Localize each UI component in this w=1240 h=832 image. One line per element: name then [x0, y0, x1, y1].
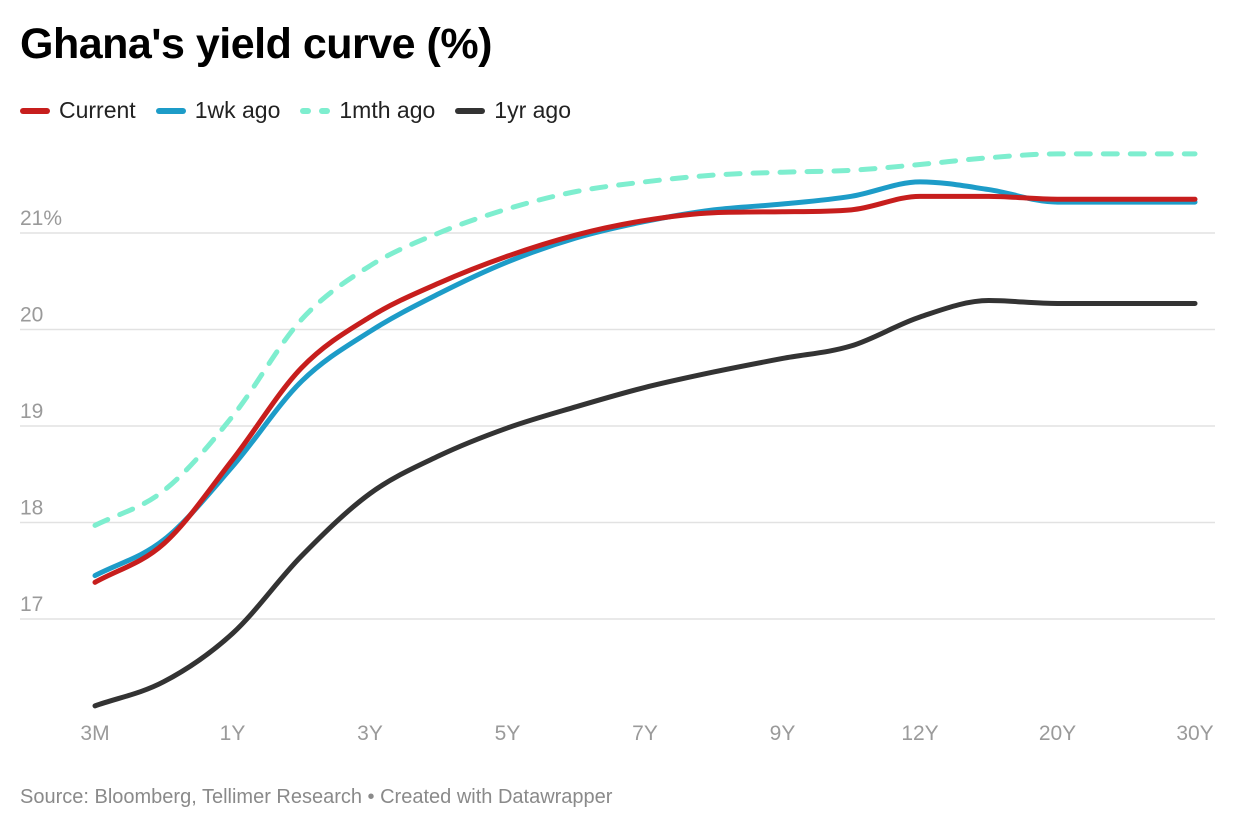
series-line-1yr-ago — [92, 298, 1198, 709]
x-tick-label: 30Y — [1176, 722, 1213, 745]
legend-item-1yr-ago: 1yr ago — [455, 97, 571, 124]
legend-swatch-1mth-ago — [300, 107, 331, 114]
y-tick-label: 18 — [20, 497, 43, 520]
x-tick-label: 1Y — [220, 722, 246, 745]
series-line-current — [92, 193, 1198, 585]
x-tick-label: 20Y — [1039, 722, 1076, 745]
y-tick-label: 19 — [20, 400, 43, 423]
chart-title: Ghana's yield curve (%) — [20, 20, 492, 68]
legend-item-1wk-ago: 1wk ago — [155, 97, 281, 124]
x-tick-label: 9Y — [770, 722, 796, 745]
legend-label-1mth-ago: 1mth ago — [339, 97, 436, 123]
x-tick-label: 12Y — [901, 722, 938, 745]
y-tick-label: 20 — [20, 304, 43, 327]
legend-label-current: Current — [59, 97, 136, 123]
legend-item-current: Current — [20, 97, 136, 124]
legend-item-1mth-ago: 1mth ago — [300, 97, 435, 124]
y-axis-ticks: 17 18 19 20 21% — [20, 207, 62, 616]
legend-label-1yr-ago: 1yr ago — [494, 97, 571, 123]
legend-swatch-1yr-ago — [455, 107, 486, 114]
legend-label-1wk-ago: 1wk ago — [194, 97, 281, 123]
legend: Current 1wk ago 1mth ago 1yr ago — [20, 97, 591, 124]
x-tick-label: 5Y — [495, 722, 521, 745]
x-axis-ticks: 3M 1Y 3Y 5Y 7Y 9Y 12Y 20Y 30Y — [80, 722, 1213, 745]
source-note: Source: Bloomberg, Tellimer Research • C… — [20, 786, 613, 808]
x-tick-label: 7Y — [632, 722, 658, 745]
x-tick-label: 3Y — [357, 722, 383, 745]
y-tick-label: 21% — [20, 207, 62, 230]
series-line-1mth-ago — [92, 151, 1198, 528]
series-lines — [92, 151, 1198, 709]
y-tick-label: 17 — [20, 593, 43, 616]
legend-swatch-1wk-ago — [155, 107, 186, 114]
x-tick-label: 3M — [80, 722, 109, 745]
legend-swatch-current — [20, 107, 50, 114]
gridlines — [20, 232, 1215, 620]
